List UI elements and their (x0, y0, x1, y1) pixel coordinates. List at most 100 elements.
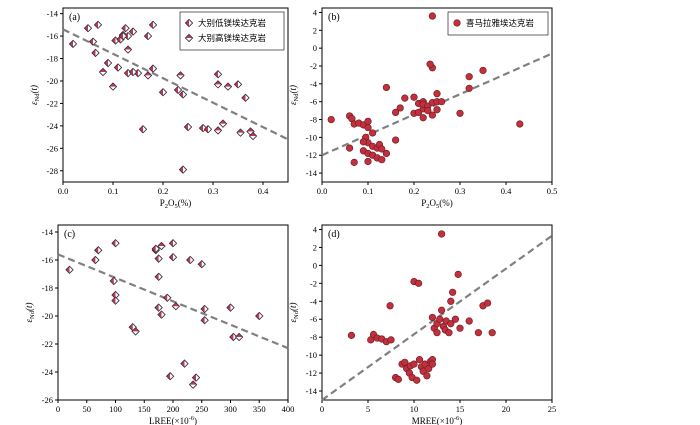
panel-b: 0.0 0.1 0.2 0.3 0.4 0.5 -14 -12 -10 -8 -6 -4 -2 0 2 4 P2… (288, 7, 557, 210)
x-axis-title: P2O5(%) (421, 198, 453, 210)
x-tick-label: 0.2 (409, 186, 420, 196)
data-point (121, 24, 130, 33)
data-point (484, 299, 492, 307)
x-axis-title: P2O5(%) (160, 198, 192, 210)
y-tick-label: 2 (313, 242, 317, 252)
legend-marker (453, 19, 461, 27)
data-point (413, 376, 421, 384)
x-tick-label: 200 (167, 404, 180, 414)
y-tick-label: -12 (306, 368, 317, 378)
data-point (449, 288, 457, 296)
data-point (200, 316, 209, 325)
y-tick-label: 4 (313, 7, 318, 17)
panel-label: (d) (328, 229, 340, 240)
y-tick-label: -16 (47, 31, 58, 41)
data-point (176, 71, 185, 80)
data-point (191, 373, 201, 382)
y-tick-label: -14 (42, 227, 54, 237)
data-point (419, 114, 427, 122)
x-tick-label: 10 (410, 404, 419, 414)
x-tick-label: 20 (502, 404, 511, 414)
data-point (154, 254, 163, 263)
data-point (346, 144, 354, 152)
legend-label: 大别低镁埃达克岩 (198, 18, 267, 29)
data-point (180, 359, 189, 368)
x-tick-label: 0.3 (208, 186, 219, 196)
data-point (364, 123, 372, 132)
data-point (186, 255, 195, 265)
x-tick-label: 0.1 (363, 186, 374, 196)
data-point (151, 244, 160, 253)
data-point (423, 372, 431, 380)
panel-a: 0.0 0.1 0.2 0.3 0.4 -28 -26 -24 -22 -20 -18 -16 -14 P… (29, 7, 289, 210)
x-tick-label: 150 (138, 404, 151, 414)
legend: 喜马拉雅埃达克岩 (447, 11, 549, 36)
plot-frame (57, 224, 289, 401)
y-axis-title: εNd(t) (288, 85, 300, 105)
y-tick-label: -4 (310, 296, 318, 306)
data-point (223, 82, 233, 91)
y-tick-label: -18 (47, 54, 58, 64)
panel-label: (a) (69, 12, 80, 23)
data-point (447, 320, 455, 328)
data-point (213, 80, 223, 89)
y-tick-label: -24 (42, 367, 54, 377)
data-point (350, 158, 358, 166)
plot-frame (321, 224, 553, 401)
data-point (415, 356, 424, 364)
data-point (386, 302, 394, 310)
data-point (392, 136, 400, 144)
data-point (157, 310, 166, 319)
data-point (236, 128, 245, 137)
x-tick-label: 15 (456, 404, 465, 414)
plot-frame (321, 7, 553, 183)
data-point (428, 111, 437, 119)
data-point (163, 293, 172, 302)
x-tick-label: 0.4 (258, 186, 269, 196)
data-point (410, 360, 418, 368)
data-point (88, 37, 98, 46)
data-point (474, 329, 483, 337)
y-tick-label: -2 (310, 61, 317, 71)
data-point (197, 260, 206, 269)
data-point (369, 129, 377, 137)
y-tick-label: -4 (310, 79, 318, 89)
y-axis-title: εNd(t) (24, 303, 36, 323)
data-point (93, 20, 103, 29)
data-point (364, 117, 372, 125)
data-point (479, 66, 487, 75)
y-tick-label: -12 (306, 150, 317, 160)
y-tick-label: -22 (42, 339, 53, 349)
data-point (148, 64, 158, 73)
data-point (359, 138, 368, 146)
x-tick-label: 0.4 (501, 186, 512, 196)
x-tick-label: 25 (548, 404, 557, 414)
data-point (382, 83, 391, 92)
data-point (83, 24, 93, 33)
data-point (143, 31, 153, 41)
x-tick-label: 0 (320, 404, 324, 414)
data-point (465, 317, 473, 325)
y-tick-label: -6 (310, 97, 317, 107)
data-point (347, 331, 356, 339)
x-tick-label: 100 (109, 404, 122, 414)
data-point (516, 120, 524, 128)
data-point (173, 85, 183, 95)
data-point (327, 115, 335, 124)
data-point (438, 306, 446, 314)
data-point (109, 276, 118, 286)
data-point (128, 27, 138, 36)
data-point (426, 60, 434, 68)
x-tick-label: 50 (83, 404, 92, 414)
data-point (241, 93, 250, 102)
x-tick-label: 0.3 (455, 186, 466, 196)
data-point (226, 303, 235, 312)
data-point (111, 239, 120, 248)
y-tick-label: -2 (310, 278, 317, 288)
y-axis-title: εNd(t) (29, 85, 41, 105)
data-point (433, 106, 441, 114)
data-point (91, 48, 100, 57)
data-point (154, 272, 163, 281)
